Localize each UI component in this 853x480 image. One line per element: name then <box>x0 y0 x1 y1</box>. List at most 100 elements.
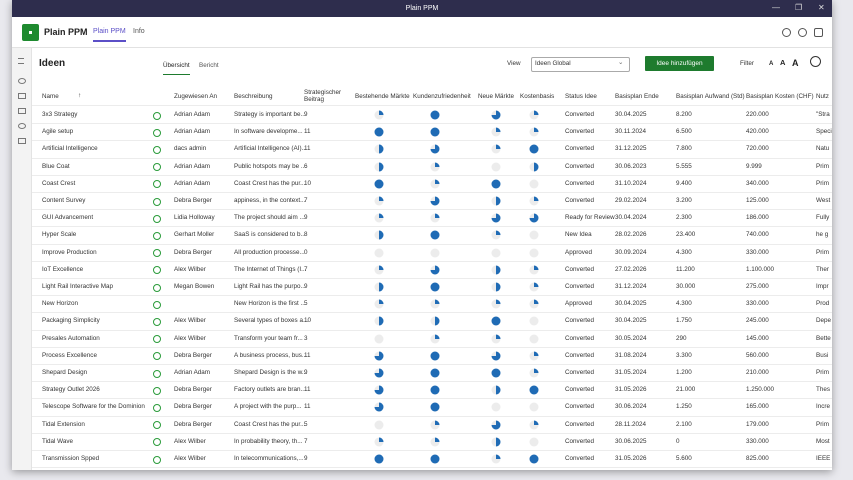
shield-icon[interactable] <box>814 28 823 37</box>
nav-icon[interactable] <box>18 93 26 99</box>
column-header[interactable]: Name <box>42 93 59 100</box>
column-header[interactable]: Zugewiesen An <box>174 93 218 100</box>
app-tab[interactable]: Info <box>133 28 145 35</box>
assigned-to: Alex Wilber <box>174 455 206 462</box>
idea-name[interactable]: Agile setup <box>42 128 74 136</box>
nav-icon[interactable] <box>18 123 26 129</box>
info-icon[interactable] <box>153 421 161 430</box>
benefit: Prim <box>816 420 829 428</box>
idea-name[interactable]: Packaging Simplicity <box>42 317 100 325</box>
baseline-end: 28.02.2026 <box>615 231 647 239</box>
benefit: Bette <box>816 334 831 342</box>
baseline-cost: 420.000 <box>746 128 769 136</box>
info-icon[interactable] <box>153 128 161 137</box>
strategic-contribution: 10 <box>304 317 312 325</box>
info-icon[interactable] <box>153 145 161 154</box>
nav-icon[interactable] <box>18 138 26 144</box>
idea-name[interactable]: Coast Crest <box>42 179 76 187</box>
row-line <box>32 209 832 211</box>
app-tab[interactable]: Plain PPM <box>93 28 126 42</box>
assigned-to: Debra Berger <box>174 351 212 359</box>
column-header[interactable]: Strategischer Beitrag <box>304 89 342 103</box>
info-icon[interactable] <box>153 163 161 172</box>
sort-icon[interactable]: ↑ <box>78 92 82 99</box>
baseline-effort: 290 <box>676 334 687 342</box>
idea-name[interactable]: Light Rail Interactive Map <box>42 283 114 290</box>
idea-name[interactable]: New Horizon <box>42 300 79 308</box>
info-icon[interactable] <box>153 180 161 189</box>
column-header[interactable]: Neue Märkte <box>478 93 515 100</box>
idea-name[interactable]: Content Survey <box>42 197 86 204</box>
idea-name[interactable]: Hyper Scale <box>42 231 77 239</box>
harvey-fill <box>534 265 539 270</box>
info-icon[interactable] <box>153 111 161 120</box>
info-icon[interactable] <box>153 283 161 292</box>
column-header[interactable]: Kostenbasis <box>520 93 555 100</box>
harvey-bg <box>529 334 539 344</box>
info-icon[interactable] <box>153 335 161 344</box>
benefit: West <box>816 197 831 204</box>
view-select[interactable] <box>531 57 630 72</box>
idea-name[interactable]: Tidal Extension <box>42 420 85 428</box>
info-icon[interactable] <box>153 300 161 309</box>
info-icon[interactable] <box>153 317 161 326</box>
refresh-icon[interactable] <box>810 56 821 67</box>
baseline-end: 31.08.2024 <box>615 351 647 359</box>
column-header[interactable]: Bestehende Märkte <box>355 93 410 100</box>
info-icon[interactable] <box>153 231 161 240</box>
column-header[interactable]: Status Idee <box>565 93 597 100</box>
globe-icon[interactable] <box>798 28 807 37</box>
idea-name[interactable]: Transmission Spped <box>42 455 100 462</box>
info-icon[interactable] <box>153 266 161 275</box>
idea-name[interactable]: Shepard Design <box>42 369 88 376</box>
harvey-fill <box>374 385 384 395</box>
info-icon[interactable] <box>153 197 161 206</box>
idea-name[interactable]: GUI Advancement <box>42 214 94 222</box>
add-button[interactable]: Idee hinzufügen <box>645 56 714 71</box>
idea-name[interactable]: Tidal Wave <box>42 437 74 445</box>
baseline-effort: 1.200 <box>676 369 692 376</box>
column-header[interactable]: Beschreibung <box>234 93 273 100</box>
minimize[interactable]: — <box>772 3 780 12</box>
idea-name[interactable]: Improve Production <box>42 248 97 256</box>
maximize[interactable]: ❐ <box>795 3 803 12</box>
idea-name[interactable]: Strategy Outlet 2026 <box>42 386 100 394</box>
close[interactable]: ✕ <box>818 3 825 12</box>
idea-name[interactable]: Blue Coat <box>42 162 70 170</box>
font-size-button[interactable]: A <box>792 57 799 68</box>
info-icon[interactable] <box>153 403 161 412</box>
baseline-effort: 6.500 <box>676 128 692 136</box>
harvey-ball <box>430 162 440 172</box>
filter-button[interactable]: Filter <box>740 60 754 67</box>
harvey-fill <box>379 265 384 270</box>
info-icon[interactable] <box>153 386 161 395</box>
view-tab[interactable]: Übersicht <box>163 62 190 75</box>
info-icon[interactable] <box>153 249 161 258</box>
nav-icon[interactable] <box>18 78 26 84</box>
idea-name[interactable]: Telescope Software for the Dominion <box>42 403 145 411</box>
column-header[interactable]: Kundenzufriedenheit <box>413 93 471 100</box>
baseline-cost: 740.000 <box>746 231 769 239</box>
view-tab[interactable]: Bericht <box>199 62 219 69</box>
idea-name[interactable]: Presales Automation <box>42 334 100 342</box>
menu-icon[interactable] <box>18 58 24 64</box>
font-size-button[interactable]: A <box>780 58 786 68</box>
column-header[interactable]: Basisplan Aufwand (Std) <box>676 93 745 100</box>
nav-icon[interactable] <box>18 108 26 114</box>
refresh-icon[interactable] <box>782 28 791 37</box>
info-icon[interactable] <box>153 369 161 378</box>
idea-name[interactable]: Artificial Intelligence <box>42 145 98 153</box>
column-header[interactable]: Nutz <box>816 93 829 100</box>
info-icon[interactable] <box>153 455 161 464</box>
strategic-contribution: 9 <box>304 214 308 222</box>
column-header[interactable]: Basisplan Ende <box>615 93 659 100</box>
column-header[interactable]: Basisplan Kosten (CHF) <box>746 93 814 100</box>
font-size-button[interactable]: A <box>769 61 774 67</box>
idea-name[interactable]: IoT Excellence <box>42 265 84 273</box>
idea-name[interactable]: Process Excellence <box>42 351 97 359</box>
idea-name[interactable]: 3x3 Strategy <box>42 111 78 118</box>
info-icon[interactable] <box>153 352 161 361</box>
info-icon[interactable] <box>153 214 161 223</box>
harvey-ball <box>430 385 440 395</box>
info-icon[interactable] <box>153 438 161 447</box>
